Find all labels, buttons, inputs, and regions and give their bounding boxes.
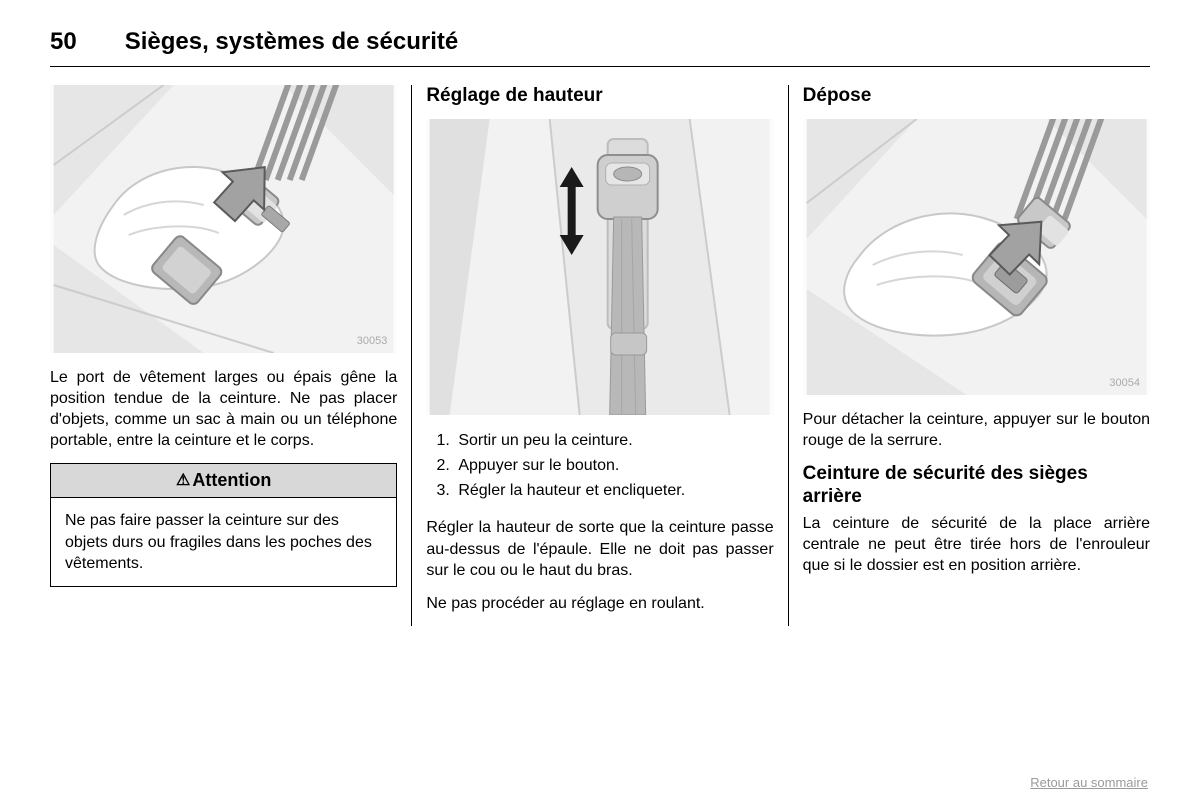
page-number: 50 <box>50 28 77 56</box>
step-2: Appuyer sur le bouton. <box>454 454 773 479</box>
column-2: Réglage de hauteur <box>411 85 787 626</box>
heading-remove: Dépose <box>803 85 1150 107</box>
paragraph-release: Pour détacher la ceinture, appuyer sur l… <box>803 409 1150 451</box>
page-title: Sièges, systèmes de sécurité <box>125 28 459 56</box>
illustration-height-adjust <box>426 119 773 415</box>
paragraph-shoulder: Régler la hauteur de sorte que la ceintu… <box>426 517 773 580</box>
heading-rear-belt: Ceinture de sécurité des sièges arrière <box>803 463 1150 509</box>
paragraph-rear-belt: La ceinture de sécurité de la place arri… <box>803 513 1150 576</box>
attention-box: ⚠Attention Ne pas faire passer la ceintu… <box>50 463 397 586</box>
column-1: 30053 Le port de vêtement larges ou épai… <box>50 85 411 626</box>
heading-height-adjust: Réglage de hauteur <box>426 85 773 107</box>
illustration-seatbelt-insert: 30053 <box>50 85 397 353</box>
step-3: Régler la hauteur et encliqueter. <box>454 479 773 504</box>
attention-heading: ⚠Attention <box>51 464 396 498</box>
illustration-seatbelt-release: 30054 <box>803 119 1150 395</box>
attention-body: Ne pas faire passer la ceinture sur des … <box>51 498 396 585</box>
illustration-code: 30054 <box>1109 377 1140 389</box>
step-1: Sortir un peu la ceinture. <box>454 429 773 454</box>
return-to-contents-link[interactable]: Retour au sommaire <box>1030 775 1148 790</box>
page-header: 50 Sièges, systèmes de sécurité <box>50 28 1150 67</box>
attention-title: Attention <box>192 470 271 490</box>
content-columns: 30053 Le port de vêtement larges ou épai… <box>50 85 1150 626</box>
paragraph-clothing-warning: Le port de vêtement larges ou épais gêne… <box>50 367 397 451</box>
column-3: Dépose <box>788 85 1150 626</box>
warning-icon: ⚠ <box>176 472 190 489</box>
paragraph-no-drive-adjust: Ne pas procéder au réglage en roulant. <box>426 593 773 614</box>
illustration-code: 30053 <box>357 335 388 347</box>
steps-list: Sortir un peu la ceinture. Appuyer sur l… <box>426 429 773 503</box>
